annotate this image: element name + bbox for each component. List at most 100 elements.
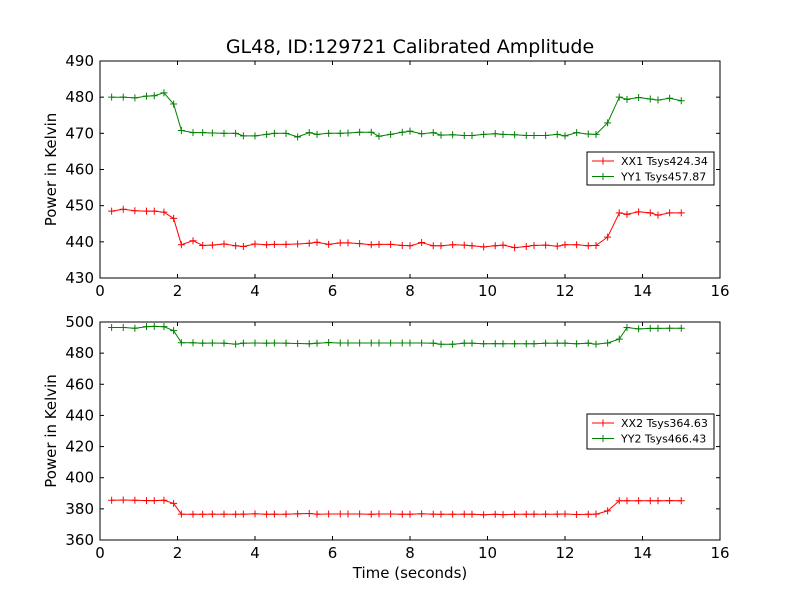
data-point bbox=[468, 339, 476, 347]
data-point bbox=[160, 208, 168, 216]
x-tick-label: 10 bbox=[478, 544, 497, 562]
data-point bbox=[654, 324, 662, 332]
y-tick-label: 490 bbox=[65, 52, 94, 70]
data-point bbox=[108, 323, 116, 331]
data-point bbox=[480, 130, 488, 138]
data-point bbox=[592, 241, 600, 249]
x-tick-label: 4 bbox=[250, 544, 260, 562]
data-point bbox=[305, 510, 313, 518]
data-point bbox=[375, 510, 383, 518]
data-point bbox=[282, 129, 290, 137]
data-point bbox=[449, 510, 457, 518]
data-point bbox=[542, 510, 550, 518]
data-point bbox=[561, 510, 569, 518]
data-point bbox=[313, 130, 321, 138]
data-point bbox=[263, 241, 271, 249]
data-point bbox=[460, 510, 468, 518]
data-point bbox=[573, 510, 581, 518]
data-point bbox=[530, 510, 538, 518]
data-point bbox=[170, 100, 178, 108]
data-point bbox=[406, 127, 414, 135]
data-point bbox=[677, 97, 685, 105]
data-point bbox=[623, 323, 631, 331]
data-point bbox=[646, 324, 654, 332]
data-point bbox=[491, 340, 499, 348]
data-point bbox=[208, 339, 216, 347]
data-point bbox=[499, 241, 507, 249]
data-point bbox=[108, 93, 116, 101]
data-point bbox=[232, 129, 240, 137]
data-point bbox=[654, 96, 662, 104]
data-point bbox=[131, 324, 139, 332]
data-point bbox=[646, 209, 654, 217]
data-point bbox=[220, 339, 228, 347]
data-point bbox=[491, 510, 499, 518]
data-point bbox=[251, 240, 259, 248]
y-tick-label: 480 bbox=[65, 344, 94, 362]
data-point bbox=[367, 339, 375, 347]
legend-swatch-marker bbox=[599, 173, 607, 180]
data-point bbox=[398, 241, 406, 249]
data-point bbox=[313, 238, 321, 246]
x-tick-label: 16 bbox=[710, 544, 729, 562]
data-point bbox=[119, 323, 127, 331]
y-tick-label: 360 bbox=[65, 531, 94, 549]
data-point bbox=[592, 340, 600, 348]
data-point bbox=[511, 244, 519, 252]
data-point bbox=[666, 94, 674, 102]
data-point bbox=[437, 242, 445, 250]
data-point bbox=[189, 237, 197, 245]
legend-swatch-marker bbox=[599, 419, 607, 427]
data-point bbox=[553, 130, 561, 138]
data-point bbox=[677, 324, 685, 332]
data-point bbox=[282, 240, 290, 248]
legend: XX2 Tsys364.63 YY2 Tsys466.43 bbox=[586, 413, 715, 450]
data-point bbox=[561, 339, 569, 347]
data-point bbox=[344, 339, 352, 347]
legend-swatch-marker bbox=[599, 435, 607, 442]
data-point bbox=[468, 510, 476, 518]
data-point bbox=[220, 510, 228, 518]
y-tick-label: 440 bbox=[65, 233, 94, 251]
legend-box bbox=[586, 151, 715, 186]
data-point bbox=[270, 240, 278, 248]
data-point bbox=[398, 510, 406, 518]
data-point bbox=[119, 93, 127, 101]
data-point bbox=[635, 208, 643, 216]
data-point bbox=[429, 242, 437, 250]
y-tick-label: 470 bbox=[65, 124, 94, 142]
legend-label: XX1 Tsys424.34 bbox=[621, 155, 708, 168]
panel-2: 0 2 4 6 8 10 12 14 16 360 380 400 420 440 460 480 500 Pow… bbox=[42, 313, 730, 562]
data-point bbox=[356, 240, 364, 248]
data-point bbox=[654, 497, 662, 505]
data-point bbox=[666, 497, 674, 505]
y-tick-label: 460 bbox=[65, 161, 94, 179]
data-point bbox=[491, 242, 499, 250]
data-point bbox=[553, 339, 561, 347]
y-tick-label: 450 bbox=[65, 197, 94, 215]
legend: XX1 Tsys424.34 YY1 Tsys457.87 bbox=[586, 151, 715, 186]
data-point bbox=[160, 496, 168, 504]
data-point bbox=[615, 335, 623, 343]
data-point bbox=[251, 132, 259, 140]
data-point bbox=[615, 497, 623, 505]
x-tick-label: 16 bbox=[710, 282, 729, 300]
data-point bbox=[232, 242, 240, 250]
legend-label: YY1 Tsys457.87 bbox=[620, 171, 706, 184]
data-point bbox=[131, 94, 139, 102]
data-point bbox=[449, 241, 457, 249]
y-axis-label: Power in Kelvin bbox=[42, 113, 60, 227]
data-point bbox=[239, 243, 247, 251]
data-point bbox=[208, 510, 216, 518]
data-point bbox=[170, 214, 178, 222]
data-point bbox=[499, 340, 507, 348]
x-tick-label: 12 bbox=[555, 282, 574, 300]
data-point bbox=[356, 510, 364, 518]
x-tick-label: 6 bbox=[328, 544, 338, 562]
data-point bbox=[263, 510, 271, 518]
data-point bbox=[635, 325, 643, 333]
data-point bbox=[199, 510, 207, 518]
data-point bbox=[305, 340, 313, 348]
data-point bbox=[119, 496, 127, 504]
data-point bbox=[460, 339, 468, 347]
